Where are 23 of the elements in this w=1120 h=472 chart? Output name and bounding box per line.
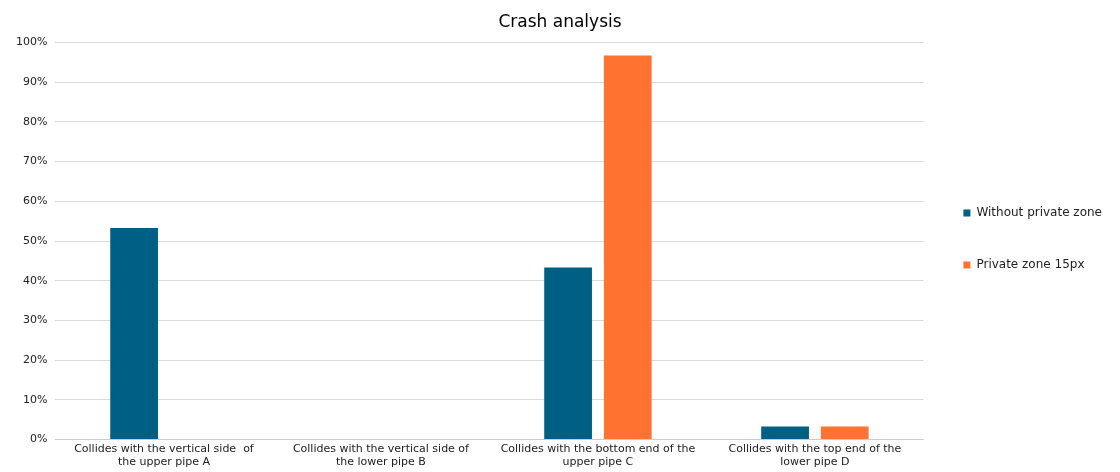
y-tick-label: 10% bbox=[22, 392, 48, 406]
y-tick-label: 50% bbox=[22, 233, 48, 247]
y-tick-label: 70% bbox=[22, 154, 48, 168]
x-tick-label: Collides with the vertical side of the lower pipe B bbox=[292, 442, 471, 469]
y-tick-label: 40% bbox=[22, 273, 48, 287]
y-tick-label: 30% bbox=[22, 313, 48, 327]
chart-title: Crash analysis bbox=[498, 10, 622, 31]
y-tick-label: 90% bbox=[22, 74, 48, 88]
x-tick-label: Collides with the vertical side of the upper pipe A bbox=[74, 442, 255, 469]
y-tick-label: 60% bbox=[22, 194, 48, 208]
y-tick-label: 0% bbox=[29, 432, 48, 446]
x-tick-label: Collides with the bottom end of the upper pipe C bbox=[500, 442, 696, 469]
y-tick-label: 20% bbox=[22, 353, 48, 367]
bar bbox=[544, 267, 592, 440]
x-tick-label: Collides with the top end of the lower pipe D bbox=[728, 442, 902, 469]
bar bbox=[820, 426, 869, 440]
bar bbox=[110, 227, 158, 440]
y-tick-label: 100% bbox=[15, 35, 48, 49]
bar bbox=[761, 426, 809, 440]
legend-label: Private zone 15px bbox=[976, 257, 1085, 272]
legend-label: Without private zone bbox=[976, 205, 1103, 220]
y-tick-label: 80% bbox=[22, 114, 48, 128]
bar bbox=[603, 55, 652, 440]
